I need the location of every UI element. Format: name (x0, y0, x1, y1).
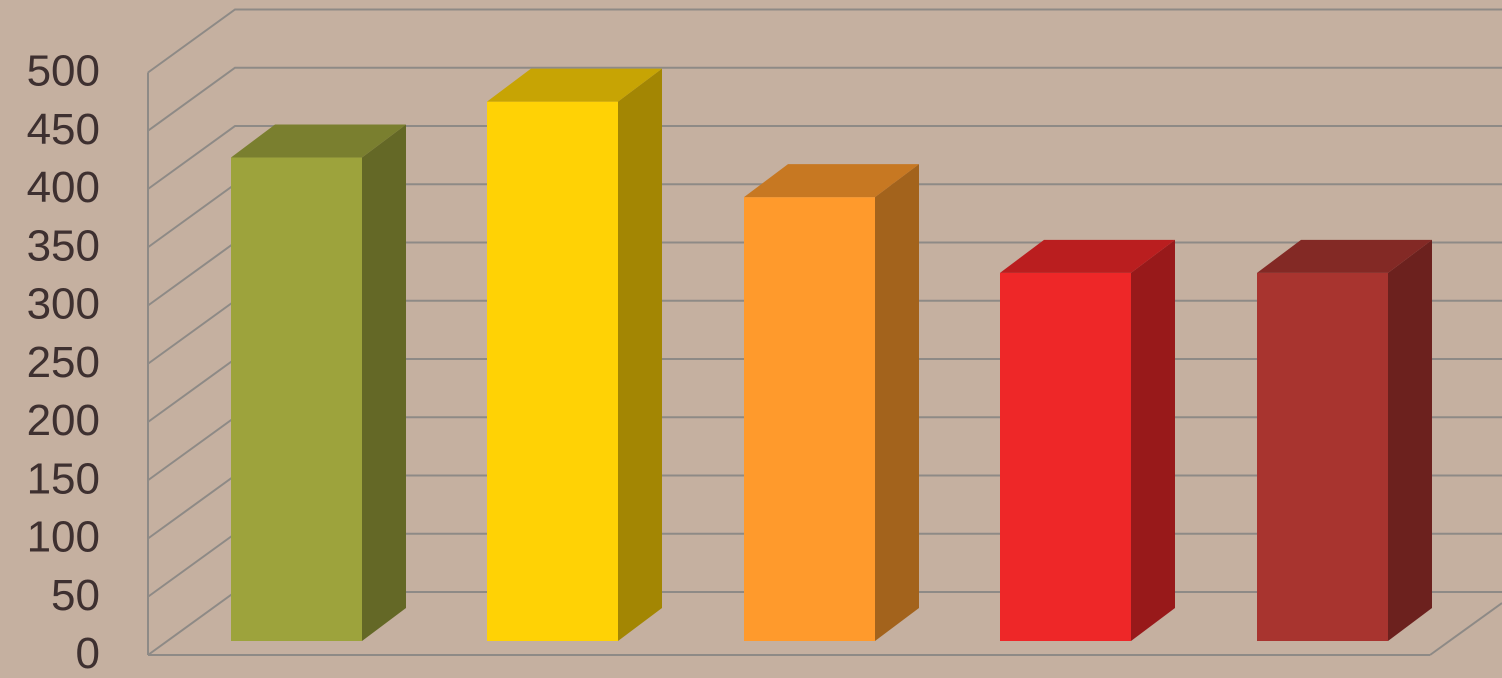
y-tick-label: 150 (27, 454, 100, 503)
floor-right-edge (1429, 602, 1502, 656)
bar-front-face (231, 157, 362, 641)
bar-front-face (1257, 272, 1388, 641)
y-tick-label: 50 (51, 571, 100, 620)
y-tick-label: 350 (27, 221, 100, 270)
bar-side-face (362, 124, 406, 641)
bars-layer (231, 68, 1432, 642)
bar (1257, 239, 1432, 642)
y-tick-label: 300 (27, 280, 100, 329)
bar-front-face (487, 101, 618, 642)
bar-top-face (744, 164, 919, 198)
bar-side-face (1388, 239, 1432, 642)
y-axis: 0 50 100 150 200 250 300 350 400 450 500 (27, 47, 1502, 678)
y-tick-label: 0 (76, 629, 100, 678)
bar (1000, 239, 1175, 642)
y-tick-label: 450 (27, 105, 100, 154)
bar-top-face (1257, 239, 1432, 273)
bar-front-face (1000, 272, 1131, 641)
bar-top-face (1000, 239, 1175, 273)
bar (231, 124, 406, 641)
bar-top-face (487, 68, 662, 102)
bar (487, 68, 662, 642)
bar (744, 164, 919, 641)
y-tick-label: 100 (27, 513, 100, 562)
y-tick-label: 250 (27, 338, 100, 387)
bar-top-face (231, 124, 406, 158)
y-tick-label: 200 (27, 396, 100, 445)
gridline (147, 66, 1502, 132)
gridline (147, 8, 1502, 74)
bar-front-face (744, 197, 875, 641)
bar-side-face (1131, 239, 1175, 642)
y-tick-label: 400 (27, 163, 100, 212)
y-tick-label: 500 (27, 47, 100, 96)
bar-side-face (618, 68, 662, 642)
gridline (147, 125, 1502, 190)
bar-side-face (875, 164, 919, 641)
